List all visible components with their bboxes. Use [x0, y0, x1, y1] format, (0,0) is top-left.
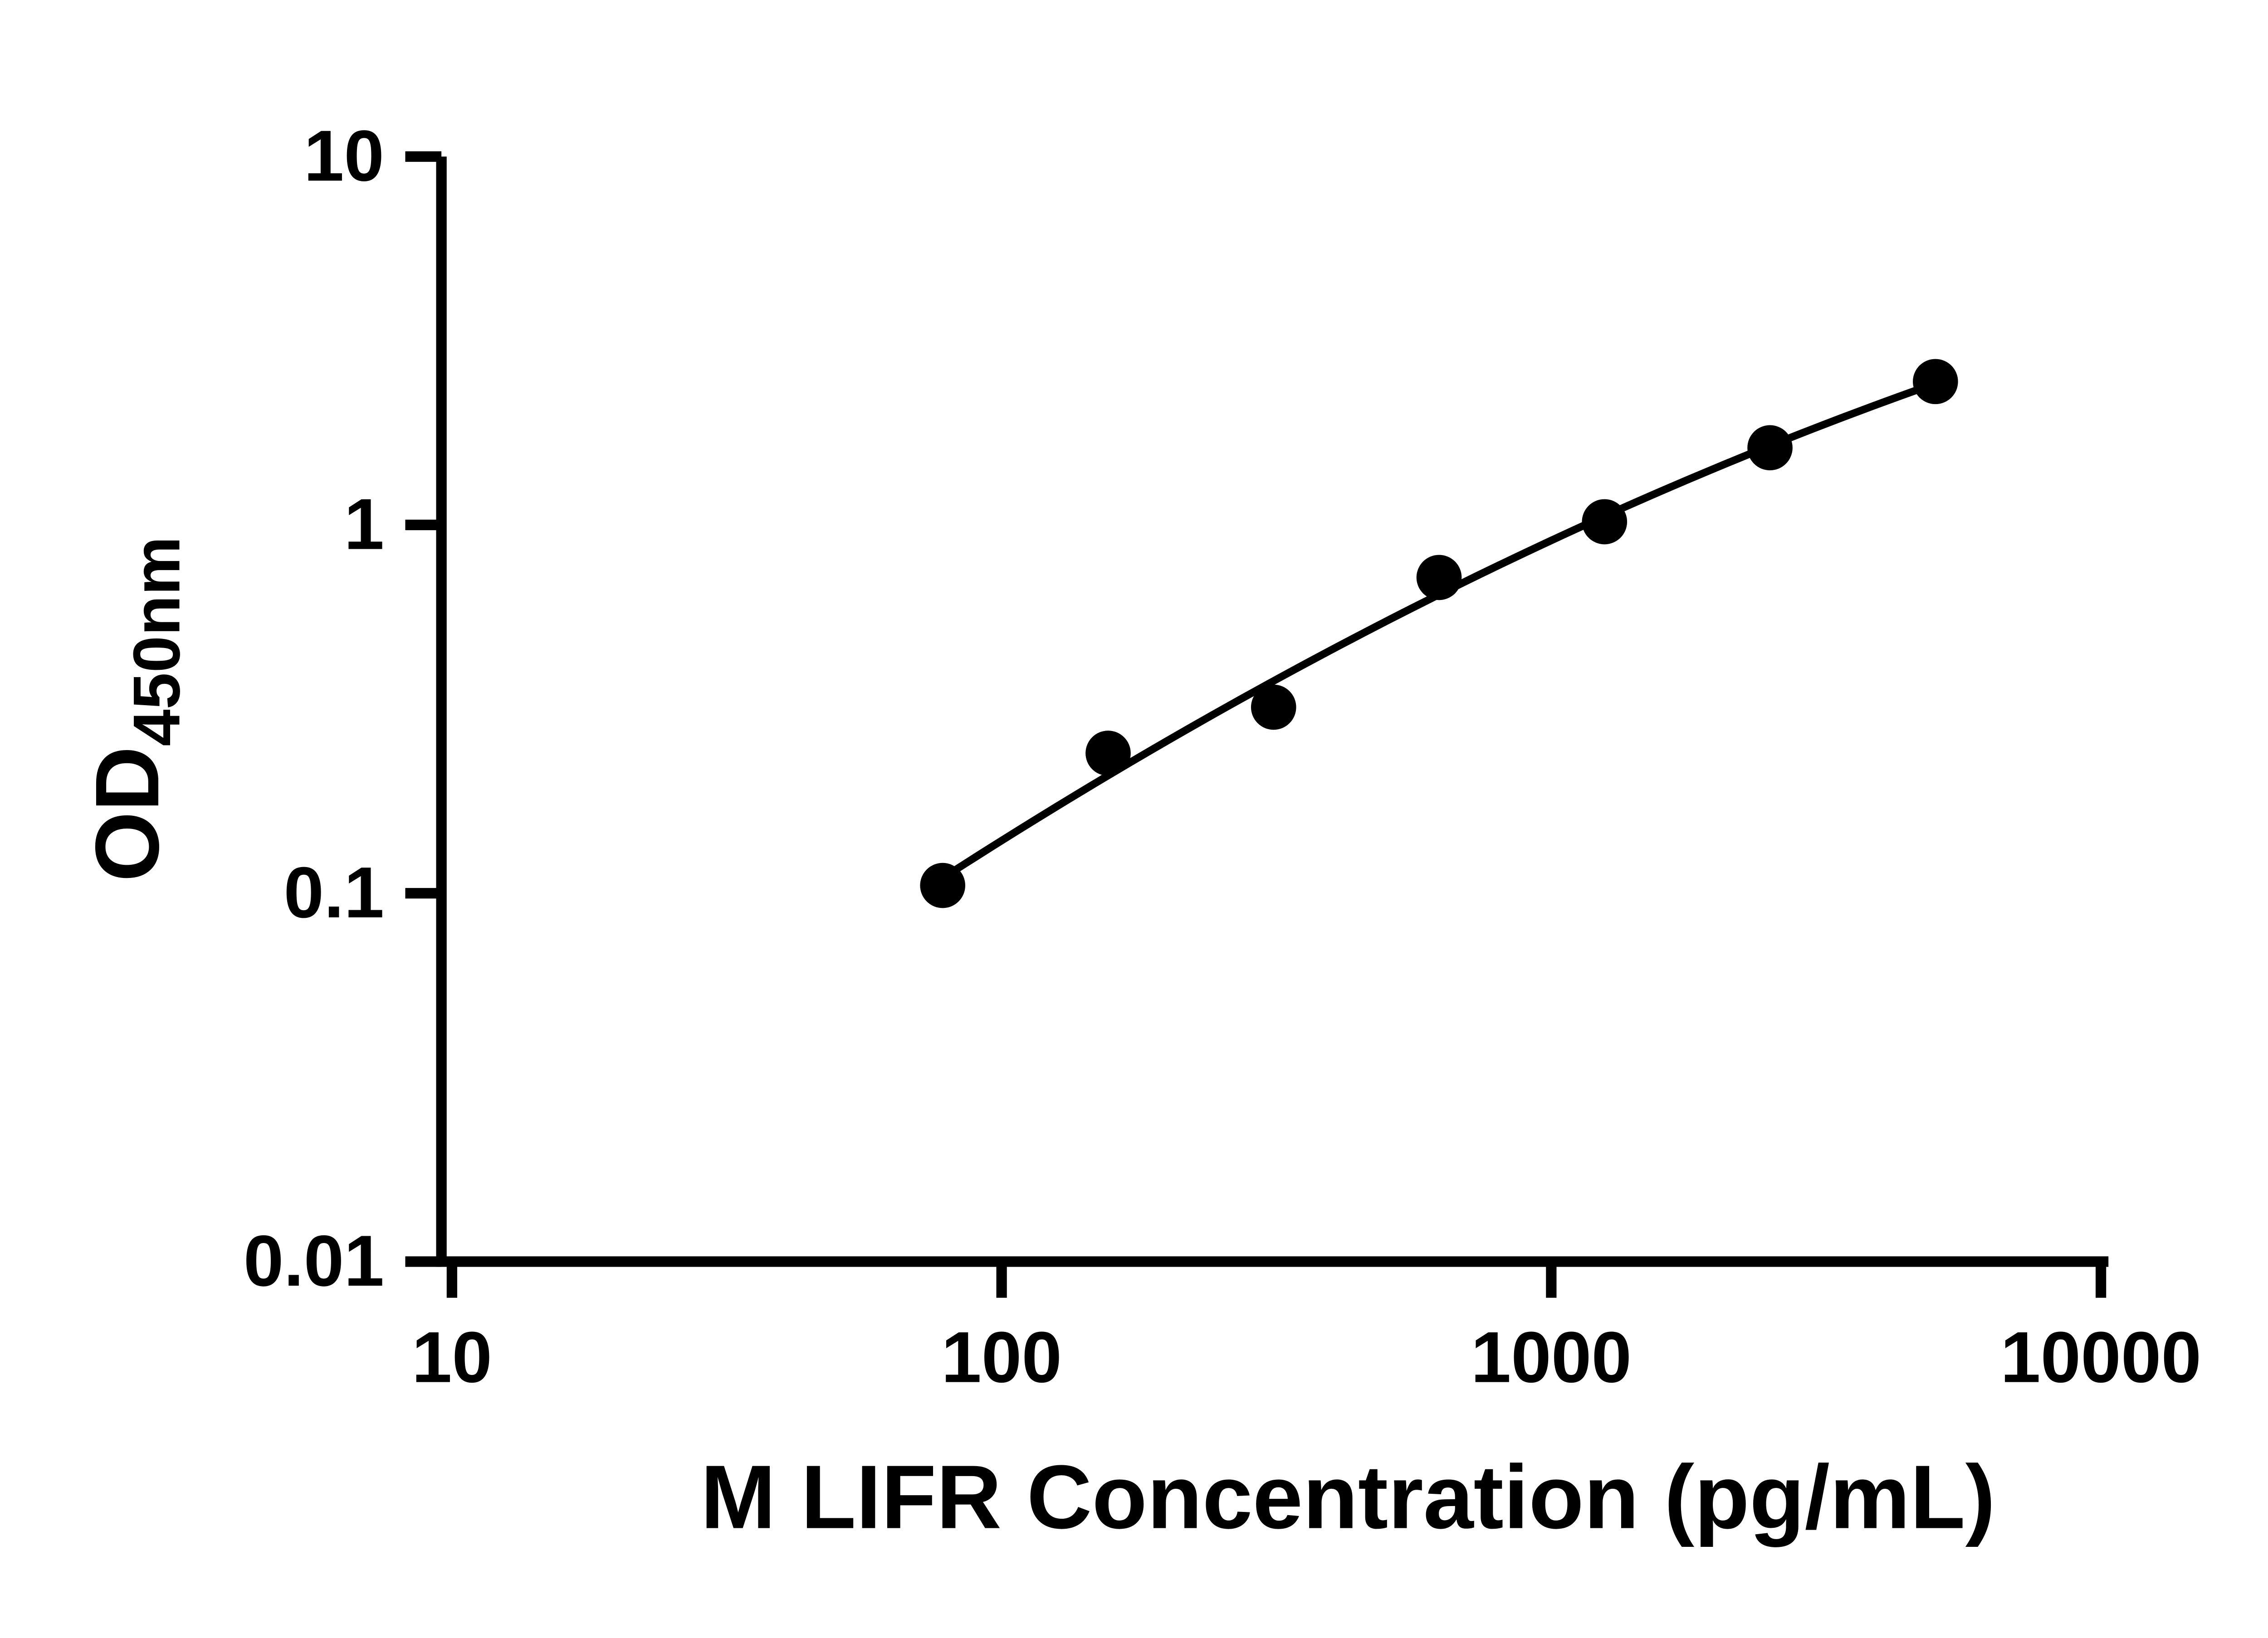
x-tick-label: 10	[412, 1317, 492, 1398]
data-point	[1582, 499, 1628, 545]
data-point	[1913, 359, 1958, 405]
x-tick-label: 100	[941, 1317, 1062, 1398]
y-tick-label: 0.01	[244, 1220, 384, 1301]
data-point	[1747, 425, 1793, 471]
data-point	[1085, 731, 1131, 776]
data-point	[1416, 555, 1462, 600]
x-axis-title: M LIFR Concentration (pg/mL)	[700, 1447, 1995, 1548]
x-tick-label: 1000	[1471, 1317, 1632, 1398]
x-tick-label: 10000	[2000, 1317, 2201, 1398]
y-tick-label: 10	[304, 115, 384, 196]
data-point	[920, 863, 966, 908]
y-axis-title: OD450nm	[77, 536, 193, 882]
y-tick-label: 0.1	[284, 852, 384, 933]
data-point	[1251, 684, 1296, 730]
y-tick-label: 1	[344, 484, 384, 565]
